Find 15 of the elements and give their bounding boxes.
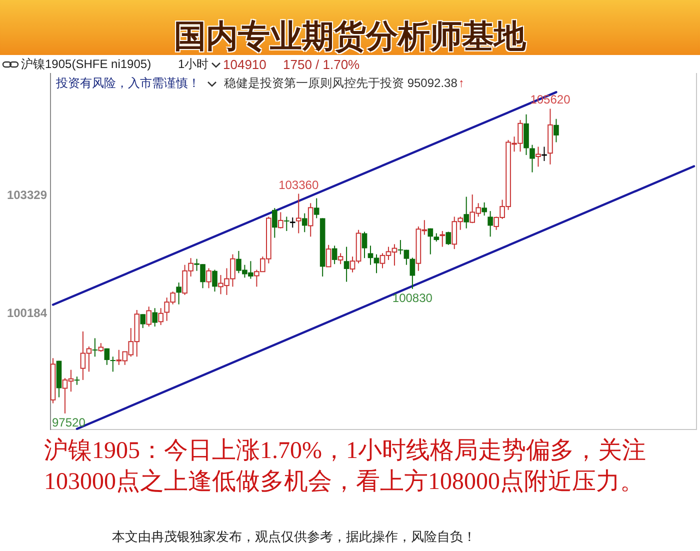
- point-label: 97520: [52, 415, 86, 430]
- toolbar-text: 1小时: [178, 58, 209, 70]
- point-label: 103360: [278, 178, 319, 192]
- notice-text: 投资有风险，入市需谨慎！: [56, 76, 200, 89]
- comment: 沪镍1905：今日上涨1.70%，1小时线格局走势偏多，关注103000点之上逢低做多机会，看上方108000点附近压力。: [44, 436, 647, 497]
- footer-text: 本文由冉茂银独家发布，观点仅供参考，据此操作，风险自负！: [112, 530, 476, 543]
- banner-text: 国内专业期货分析师基地: [174, 20, 526, 52]
- y-axis-tick-label: 100184: [6, 306, 47, 320]
- toolbar-text: 104910: [223, 58, 266, 70]
- title: 沪镍1905(SHFE ni1905): [21, 58, 152, 70]
- toolbar-text: 1750 / 1.70%: [283, 58, 360, 70]
- point-label: 100830: [392, 290, 432, 305]
- notice-arrow: ↑: [458, 76, 464, 89]
- notice-text: 稳健是投资第一原则风控先于投资 95092.38: [224, 76, 458, 89]
- y-axis-tick-label: 103329: [6, 188, 47, 202]
